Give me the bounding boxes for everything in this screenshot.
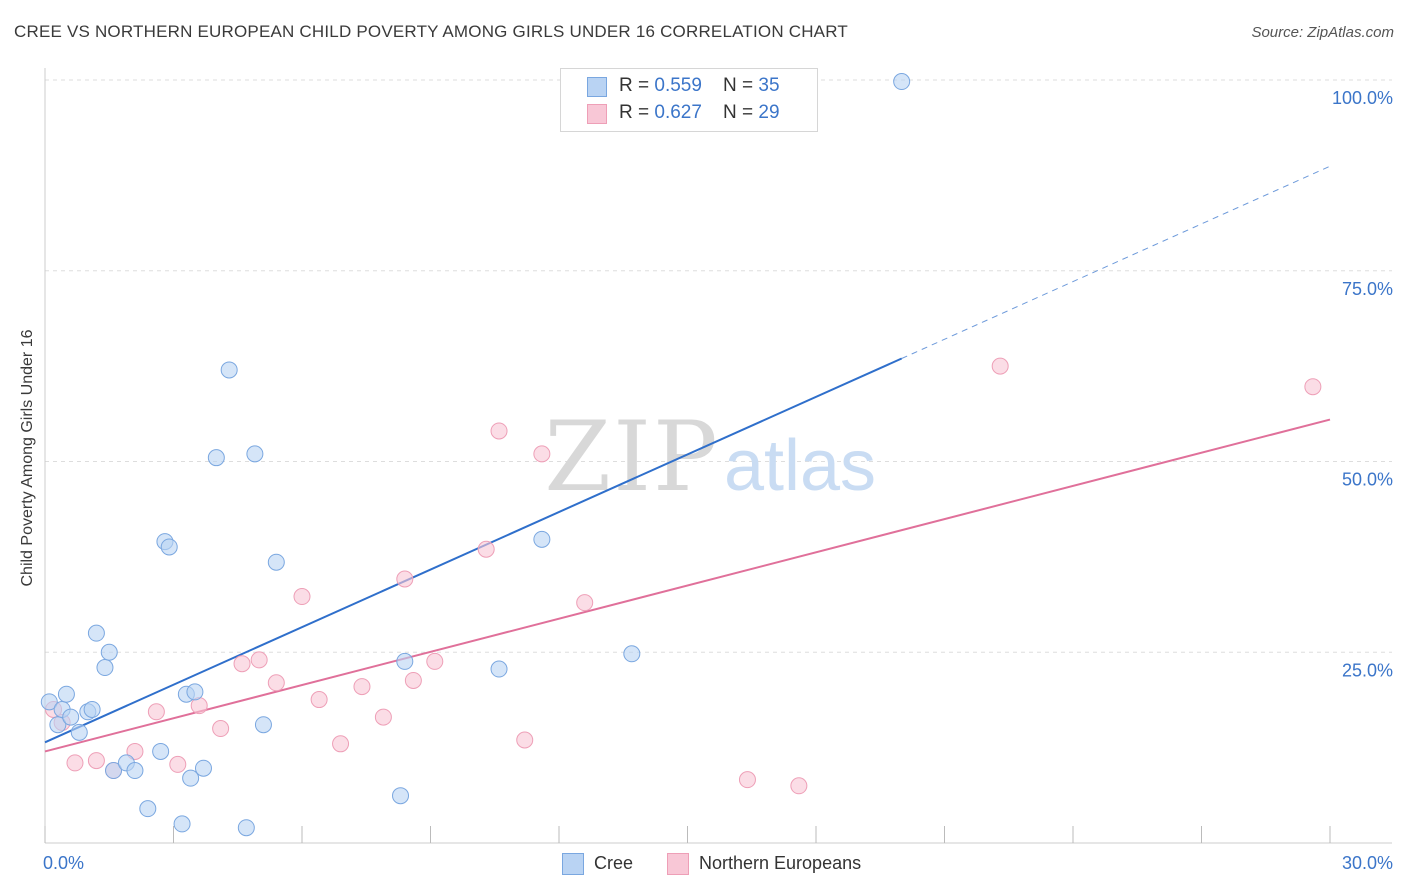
point-northern-europeans [404, 671, 422, 689]
point-cree [173, 815, 191, 833]
point-northern-europeans [1304, 378, 1322, 396]
tick-labels: 25.0% 50.0% 75.0% 100.0% 0.0% 30.0% [43, 88, 1393, 873]
point-cree [533, 530, 551, 548]
source-label: Source: ZipAtlas.com [1251, 24, 1394, 41]
point-cree [160, 538, 178, 556]
point-northern-europeans [233, 655, 251, 673]
point-cree [182, 769, 200, 787]
correlation-legend: R = 0.559 N = 35 R = 0.627 N = 29 [560, 68, 818, 132]
point-cree [490, 660, 508, 678]
x-tick-label: 30.0% [1342, 853, 1393, 873]
y-tick-label: 50.0% [1342, 470, 1393, 490]
point-cree [392, 787, 410, 805]
point-cree [70, 723, 88, 741]
chart-title: CREE VS NORTHERN EUROPEAN CHILD POVERTY … [14, 22, 848, 41]
point-northern-europeans [490, 422, 508, 440]
legend-r-value: 0.559 [654, 75, 702, 96]
point-northern-europeans [87, 752, 105, 770]
point-northern-europeans [991, 357, 1009, 375]
point-northern-europeans [576, 594, 594, 612]
bottom-legend-label-cree: Cree [594, 853, 634, 873]
y-tick-label: 100.0% [1332, 88, 1393, 108]
point-northern-europeans [147, 703, 165, 721]
point-northern-europeans [533, 445, 551, 463]
data-points [40, 73, 1322, 837]
point-cree [623, 645, 641, 663]
point-northern-europeans [250, 651, 268, 669]
bottom-swatch-northern-europeans [667, 853, 689, 875]
point-northern-europeans [267, 674, 285, 692]
trend-line-cree [44, 357, 903, 744]
point-northern-europeans [126, 742, 144, 760]
bottom-legend-label-northern-europeans: Northern Europeans [699, 853, 862, 873]
point-cree [237, 819, 255, 837]
point-cree [254, 716, 272, 734]
point-cree [220, 361, 238, 379]
point-northern-europeans [790, 777, 808, 795]
legend-r-label: R = [619, 102, 655, 123]
point-cree [87, 624, 105, 642]
point-northern-europeans [426, 652, 444, 670]
point-northern-europeans [212, 720, 230, 738]
point-northern-europeans [293, 588, 311, 606]
legend-swatch-cree [587, 77, 607, 97]
legend-swatch-northern-europeans [587, 104, 607, 124]
watermark: ZIP atlas [544, 401, 876, 513]
trend-lines [44, 165, 1331, 753]
trend-line-cree-extension [901, 165, 1331, 359]
grid-lines [45, 79, 1392, 653]
point-northern-europeans [374, 708, 392, 726]
trend-line-northern-europeans [44, 418, 1331, 753]
point-northern-europeans [396, 570, 414, 588]
watermark-zip: ZIP [544, 401, 719, 513]
point-northern-europeans [169, 755, 187, 773]
point-cree [40, 693, 58, 711]
point-cree [396, 652, 414, 670]
watermark-atlas: atlas [724, 426, 876, 506]
axes [44, 68, 1392, 844]
point-northern-europeans [332, 735, 350, 753]
point-cree [152, 742, 170, 760]
point-northern-europeans [353, 678, 371, 696]
x-tick-label: 0.0% [43, 853, 84, 873]
point-cree [246, 445, 264, 463]
point-northern-europeans [738, 771, 756, 789]
legend-r-label: R = [619, 75, 655, 96]
point-cree [62, 708, 80, 726]
bottom-swatch-cree [562, 853, 584, 875]
y-tick-label: 75.0% [1342, 279, 1393, 299]
point-cree [83, 700, 101, 718]
legend-n-value: 35 [758, 75, 780, 96]
legend-n-label: N = [723, 102, 759, 123]
point-cree [207, 449, 225, 467]
point-cree [194, 759, 212, 777]
point-northern-europeans [477, 540, 495, 558]
point-cree [100, 643, 118, 661]
point-cree [57, 685, 75, 703]
legend-r-value: 0.627 [654, 102, 702, 123]
point-northern-europeans [516, 731, 534, 749]
y-tick-label: 25.0% [1342, 660, 1393, 680]
point-cree [96, 659, 114, 677]
point-cree [139, 800, 157, 818]
legend-n-label: N = [723, 75, 759, 96]
point-cree [186, 683, 204, 701]
point-cree [105, 762, 123, 780]
point-cree [126, 762, 144, 780]
point-cree [267, 553, 285, 571]
point-cree [893, 73, 911, 91]
point-northern-europeans [66, 754, 84, 772]
point-northern-europeans [310, 691, 328, 709]
legend-n-value: 29 [758, 102, 780, 123]
